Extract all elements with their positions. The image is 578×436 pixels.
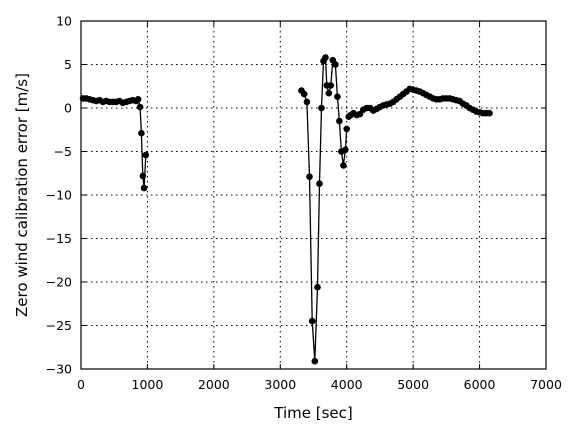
data-point: [134, 96, 142, 103]
data-point: [303, 98, 311, 106]
series-segment-3: [345, 85, 493, 120]
plot-frame: [80, 20, 547, 370]
x-tick-label: 5000: [397, 377, 429, 392]
data-point: [142, 151, 150, 159]
series-line: [300, 55, 348, 362]
x-tick-label: 2000: [198, 377, 230, 392]
data-point: [306, 173, 313, 180]
y-tick-label: −30: [46, 362, 72, 377]
data-series: [79, 54, 493, 365]
series-segment-1: [79, 95, 150, 192]
y-tick-labels: 10 5 0 −5 −10 −15 −20 −25 −30: [46, 14, 72, 377]
series-line: [83, 97, 147, 189]
y-tick-label: −20: [46, 275, 72, 290]
grid: [81, 21, 546, 369]
data-point: [138, 129, 145, 137]
data-point: [318, 104, 325, 112]
y-tick-label: 5: [64, 57, 72, 72]
y-tick-label: −25: [46, 318, 72, 333]
data-point: [140, 184, 148, 192]
y-tick-label: −15: [46, 231, 72, 246]
data-point: [342, 146, 349, 154]
x-tick-label: 4000: [331, 377, 363, 392]
data-point: [325, 89, 333, 97]
data-point: [336, 117, 343, 125]
data-point: [316, 180, 323, 187]
data-point: [343, 125, 351, 133]
data-point: [300, 90, 308, 98]
y-tick-label: −10: [46, 188, 72, 203]
data-point: [340, 162, 347, 169]
series-segment-2: [298, 54, 351, 365]
data-point: [314, 283, 321, 291]
data-point: [311, 357, 319, 365]
x-tick-label: 1000: [132, 377, 164, 392]
data-point: [136, 103, 144, 111]
data-point: [327, 82, 335, 89]
x-tick-label: 6000: [464, 377, 496, 392]
x-axis-title: Time [sec]: [273, 404, 352, 422]
y-tick-label: 0: [64, 101, 72, 116]
data-point: [332, 61, 339, 68]
x-tick-label: 7000: [530, 377, 562, 392]
x-tick-labels: 0 1000 2000 3000 4000 5000 6000 7000: [77, 377, 562, 392]
y-tick-label: 10: [56, 14, 72, 29]
x-tick-label: 3000: [264, 377, 296, 392]
data-point: [334, 93, 341, 100]
data-point: [486, 109, 493, 117]
data-point: [308, 317, 316, 325]
data-point: [139, 172, 147, 180]
x-tick-label: 0: [77, 377, 85, 392]
y-axis-title: Zero wind calibration error [m/s]: [13, 73, 31, 317]
y-tick-label: −5: [54, 144, 72, 159]
data-point: [322, 54, 329, 61]
